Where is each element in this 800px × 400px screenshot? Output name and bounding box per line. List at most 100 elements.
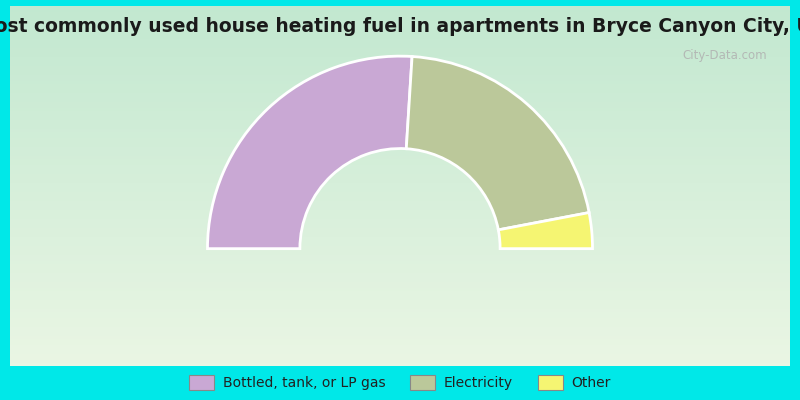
Bar <box>10 228 790 231</box>
Bar <box>10 336 790 339</box>
Bar <box>10 57 790 60</box>
Bar <box>10 339 790 342</box>
Bar <box>10 54 790 57</box>
Bar <box>10 231 790 234</box>
Wedge shape <box>207 56 412 249</box>
Bar <box>10 342 790 345</box>
Bar <box>10 51 790 54</box>
Bar <box>10 243 790 246</box>
Bar <box>10 348 790 351</box>
Bar <box>10 312 790 315</box>
Bar <box>10 48 790 51</box>
Bar <box>10 258 790 261</box>
Bar <box>10 90 790 93</box>
Bar <box>10 96 790 99</box>
Bar <box>10 75 790 78</box>
Bar <box>10 297 790 300</box>
Bar <box>10 45 790 48</box>
Bar <box>10 294 790 297</box>
Bar <box>10 165 790 168</box>
Text: Most commonly used house heating fuel in apartments in Bryce Canyon City, UT: Most commonly used house heating fuel in… <box>0 17 800 36</box>
Bar <box>10 279 790 282</box>
Bar <box>10 21 790 24</box>
Bar <box>10 117 790 120</box>
Bar <box>10 111 790 114</box>
Bar <box>10 309 790 312</box>
Bar <box>10 12 790 15</box>
Bar <box>10 39 790 42</box>
Bar <box>10 270 790 273</box>
Bar <box>10 306 790 309</box>
Bar <box>10 195 790 198</box>
Bar <box>10 87 790 90</box>
Bar <box>10 345 790 348</box>
Wedge shape <box>498 212 593 249</box>
Bar <box>10 273 790 276</box>
Bar <box>10 249 790 252</box>
Bar <box>10 291 790 294</box>
Bar <box>10 351 790 354</box>
Wedge shape <box>406 56 589 230</box>
Bar <box>10 153 790 156</box>
Bar <box>10 330 790 333</box>
Bar <box>10 108 790 111</box>
Bar <box>10 120 790 123</box>
Bar <box>10 189 790 192</box>
Bar <box>10 321 790 324</box>
Bar <box>10 204 790 207</box>
Bar <box>10 183 790 186</box>
Bar <box>10 84 790 87</box>
Bar <box>10 81 790 84</box>
Bar <box>10 27 790 30</box>
Bar <box>10 192 790 195</box>
Bar <box>10 246 790 249</box>
Bar <box>10 42 790 45</box>
Bar <box>10 255 790 258</box>
Bar <box>10 276 790 279</box>
Bar <box>10 285 790 288</box>
Bar <box>10 144 790 147</box>
Bar <box>10 18 790 21</box>
Bar <box>10 60 790 63</box>
Bar <box>10 219 790 222</box>
Text: City-Data.com: City-Data.com <box>682 49 767 62</box>
Bar <box>10 213 790 216</box>
Bar <box>10 99 790 102</box>
Bar <box>10 15 790 18</box>
Bar <box>10 282 790 285</box>
Bar <box>10 354 790 357</box>
Bar <box>10 363 790 366</box>
Bar <box>10 150 790 153</box>
Bar <box>10 126 790 129</box>
Bar <box>10 93 790 96</box>
Bar <box>10 105 790 108</box>
Bar <box>10 324 790 327</box>
Bar <box>10 102 790 105</box>
Bar <box>10 225 790 228</box>
Bar <box>10 159 790 162</box>
Bar <box>10 207 790 210</box>
Bar <box>10 264 790 267</box>
Bar <box>10 240 790 243</box>
Bar <box>10 114 790 117</box>
Bar <box>10 138 790 141</box>
Bar <box>10 333 790 336</box>
Bar <box>10 69 790 72</box>
Bar <box>10 252 790 255</box>
Bar <box>10 174 790 177</box>
Bar <box>10 357 790 360</box>
Bar <box>10 78 790 81</box>
Bar <box>10 327 790 330</box>
Bar <box>10 261 790 264</box>
Legend: Bottled, tank, or LP gas, Electricity, Other: Bottled, tank, or LP gas, Electricity, O… <box>184 369 616 396</box>
Bar <box>10 63 790 66</box>
Bar <box>10 234 790 237</box>
Bar <box>10 129 790 132</box>
Bar <box>10 300 790 303</box>
Bar <box>10 33 790 36</box>
Bar <box>10 216 790 219</box>
Bar <box>10 156 790 159</box>
Bar <box>10 222 790 225</box>
Bar <box>10 180 790 183</box>
Bar <box>10 135 790 138</box>
